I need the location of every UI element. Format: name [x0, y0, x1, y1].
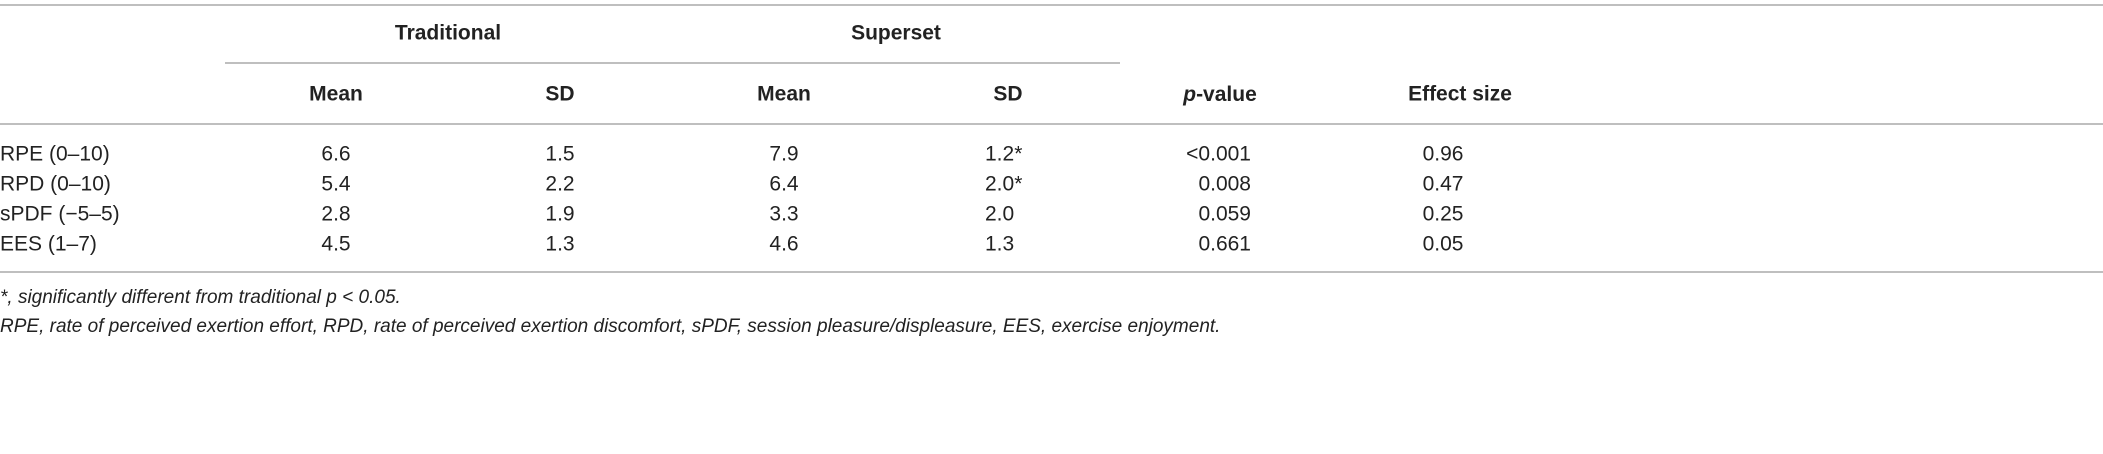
cell: 0.059	[1198, 203, 1251, 226]
cell: 0.661	[1198, 233, 1251, 256]
group-header: Traditional	[395, 22, 501, 45]
cell: 0.25	[1423, 203, 1464, 226]
footnote: *, significantly different from traditio…	[0, 287, 401, 308]
column-header: SD	[993, 83, 1022, 106]
column-header: p-value	[1182, 83, 1257, 106]
cell: 2.0	[985, 203, 1014, 226]
row-label: RPE (0–10)	[0, 143, 110, 166]
cell: 1.3	[985, 233, 1014, 256]
cell: 6.6	[321, 143, 350, 166]
cell: 0.96	[1423, 143, 1464, 166]
row-label: sPDF (−5–5)	[0, 203, 120, 226]
cell: 1.9	[545, 203, 574, 226]
group-header: Superset	[851, 22, 941, 45]
cell: 1.2*	[985, 143, 1022, 166]
cell: 5.4	[321, 173, 351, 196]
row-label: RPD (0–10)	[0, 173, 111, 196]
cell: 4.5	[321, 233, 350, 256]
cell: 4.6	[769, 233, 798, 256]
column-header: Effect size	[1408, 83, 1512, 106]
cell: 0.47	[1423, 173, 1464, 196]
cell: 1.5	[545, 143, 574, 166]
cell: 1.3	[545, 233, 574, 256]
column-header: SD	[545, 83, 574, 106]
cell: 0.05	[1423, 233, 1464, 256]
footnote: RPE, rate of perceived exertion effort, …	[0, 316, 1220, 337]
cell: 2.8	[321, 203, 350, 226]
cell: 2.2	[545, 173, 574, 196]
cell: 6.4	[769, 173, 799, 196]
cell: 3.3	[769, 203, 798, 226]
cell: <0.001	[1186, 143, 1251, 166]
column-header: Mean	[309, 83, 363, 106]
row-label: EES (1–7)	[0, 233, 97, 256]
column-header-rest: -value	[1196, 83, 1257, 106]
column-header: Mean	[757, 83, 811, 106]
cell: 7.9	[769, 143, 798, 166]
column-header-italic: p	[1182, 83, 1196, 106]
cell: 2.0*	[985, 173, 1022, 196]
cell: 0.008	[1198, 173, 1251, 196]
